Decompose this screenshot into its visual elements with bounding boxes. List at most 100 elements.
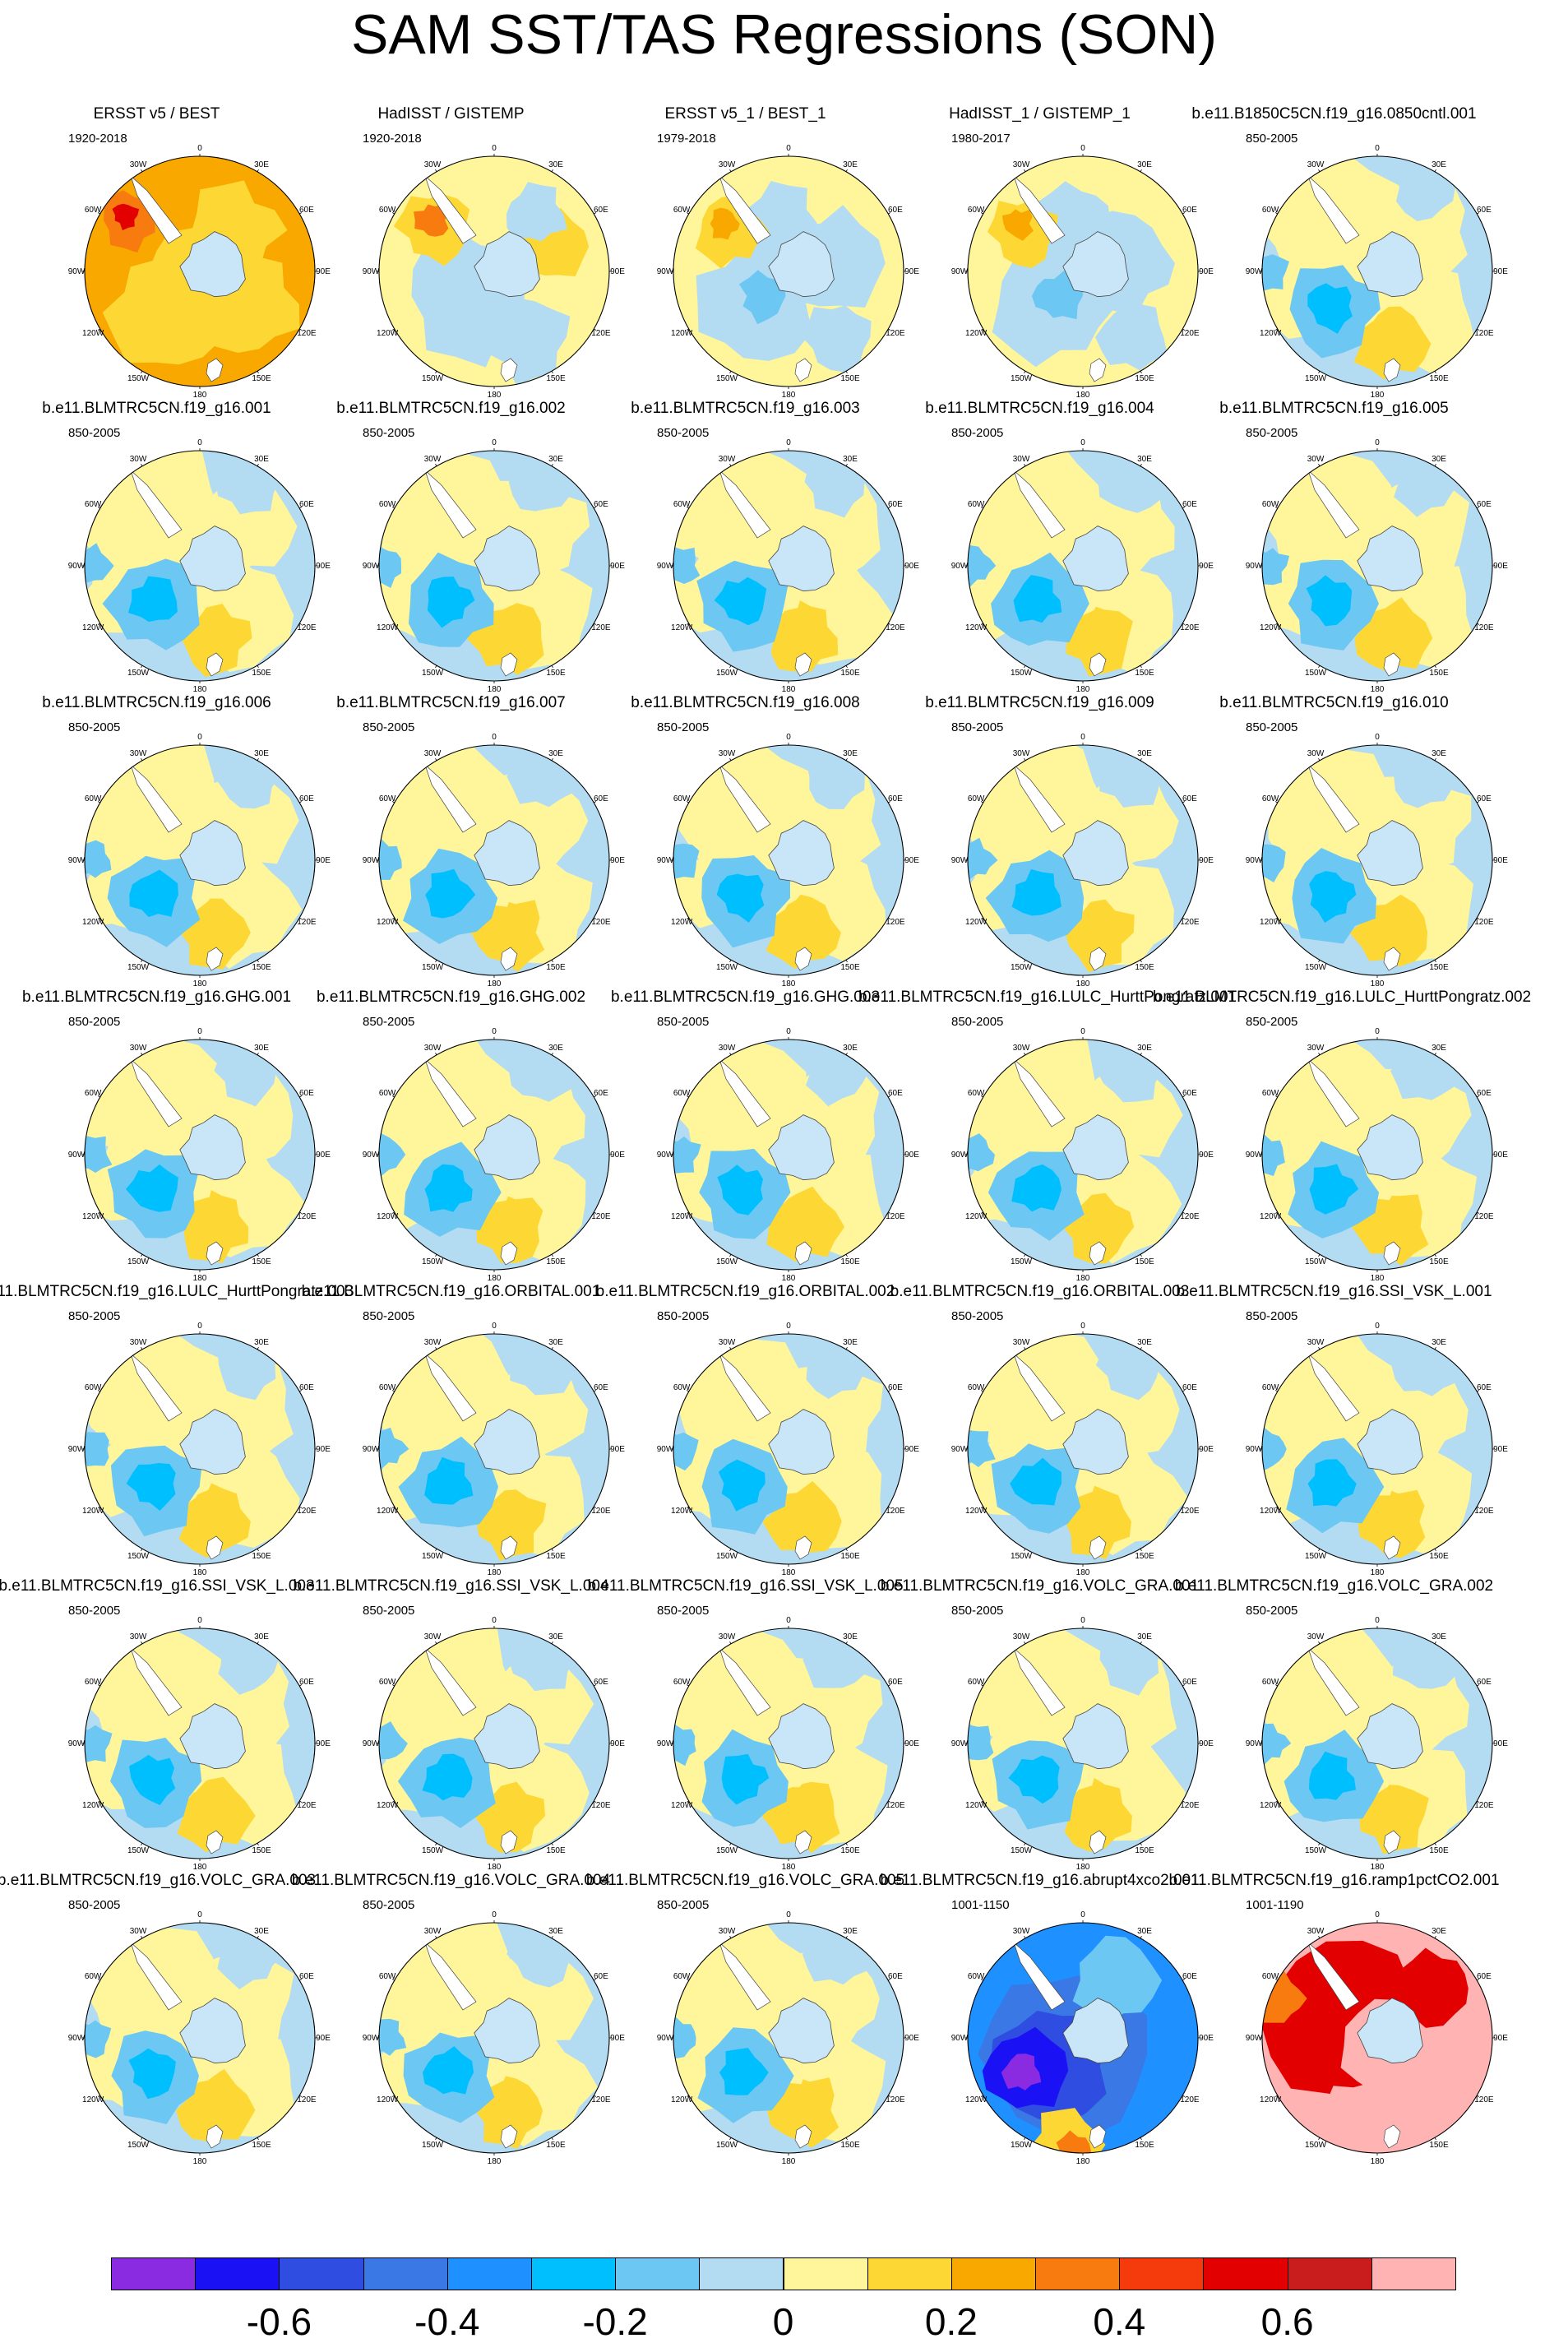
lon-label: 30E (843, 1927, 858, 1936)
panel-title: b.e11.BLMTRC5CN.f19_g16.abrupt4xco2.001 (880, 1872, 1200, 1889)
south-america-outline (130, 469, 183, 539)
lon-label: 120E (886, 623, 905, 632)
lon-label: 120E (297, 329, 317, 338)
lon-label: 180 (1371, 1274, 1385, 1283)
lon-label: 30W (424, 749, 442, 758)
lon-tick (1274, 328, 1278, 331)
lon-label: 180 (1076, 391, 1090, 400)
lon-label: 0 (1080, 1616, 1085, 1625)
new-zealand-outline (206, 1830, 224, 1854)
lon-tick (97, 1211, 100, 1214)
new-zealand-outline (794, 947, 812, 971)
lon-tick (391, 623, 395, 625)
lon-label: 0 (197, 1322, 202, 1331)
lon-tick (729, 1254, 732, 1257)
lon-tick (1477, 212, 1480, 215)
lon-label: 120E (591, 1801, 611, 1810)
lon-tick (980, 507, 983, 509)
lon-label: 150W (1305, 963, 1327, 972)
lon-label: 0 (197, 1027, 202, 1036)
map-panel: b.e11.BLMTRC5CN.f19_g16.VOLC_GRA.005 850-… (586, 1767, 919, 2166)
lon-label: 90E (1493, 1739, 1508, 1748)
lon-label: 60E (594, 500, 608, 509)
lon-tick (1477, 1506, 1480, 1508)
lon-tick (1434, 1641, 1436, 1644)
south-america-outline (424, 1058, 477, 1128)
colorbar-cell (279, 2257, 364, 2290)
lon-label: 0 (492, 438, 497, 447)
antarctica-outline (474, 1114, 540, 1181)
lon-label: 150E (840, 1846, 860, 1855)
lon-tick (551, 1843, 553, 1846)
map-panel: b.e11.BLMTRC5CN.f19_g16.007 850-2005 0 30E 6… (294, 589, 625, 989)
lon-label: 30W (719, 749, 736, 758)
lon-label: 60E (594, 794, 608, 803)
contour-region (710, 207, 740, 240)
contour-region (129, 869, 178, 918)
map-panel: b.e11.BLMTRC5CN.f19_g16.SSI_VSK_L.003 850… (0, 1472, 331, 1872)
lon-label: 90W (68, 1445, 86, 1454)
contour-region (1064, 899, 1135, 973)
lon-label: 30W (1013, 160, 1030, 169)
lon-label: 120W (965, 1507, 988, 1516)
lon-label: 60W (968, 206, 985, 215)
panel-period: 850-2005 (1246, 426, 1298, 440)
lon-label: 90E (1493, 267, 1508, 276)
lon-label: 60E (299, 794, 314, 803)
lon-label: 90W (363, 267, 380, 276)
lon-label: 90E (1493, 1151, 1508, 1160)
lon-label: 90W (657, 267, 674, 276)
panel-title: b.e11.BLMTRC5CN.f19_g16.ORBITAL.001 (301, 1283, 601, 1300)
lon-label: 150E (252, 1257, 271, 1266)
south-america-outline (1013, 1646, 1066, 1716)
lon-label: 0 (1080, 1322, 1085, 1331)
field-layer (85, 745, 315, 975)
lon-tick (257, 1549, 259, 1552)
lon-label: 60W (1262, 206, 1279, 215)
lon-label: 90W (1246, 856, 1263, 865)
lon-label: 30E (548, 160, 563, 169)
colorbar-cell (446, 2257, 532, 2290)
lon-tick (435, 1346, 437, 1350)
lon-tick (888, 212, 891, 215)
lon-tick (299, 623, 303, 625)
lon-label: 30W (1307, 1338, 1325, 1347)
field-layer (673, 1923, 904, 2153)
lon-tick (299, 1390, 303, 1392)
lon-label: 150W (127, 1552, 150, 1561)
lon-label: 90W (951, 2034, 969, 2043)
lon-label: 30W (130, 1044, 147, 1053)
lon-tick (551, 960, 553, 963)
antarctica-outline (1062, 231, 1129, 298)
panel-title: b.e11.BLMTRC5CN.f19_g16.ORBITAL.002 (595, 1283, 895, 1300)
new-zealand-outline (1383, 652, 1401, 677)
lon-tick (980, 801, 983, 803)
lon-tick (141, 371, 143, 374)
lon-label: 150W (1305, 1552, 1327, 1561)
lon-tick (257, 169, 259, 172)
lon-tick (594, 801, 597, 803)
south-america-outline (424, 1646, 477, 1716)
antarctica-outline (179, 231, 246, 298)
lon-label: 120W (1260, 1507, 1282, 1516)
contour-region (673, 1431, 699, 1471)
lon-label: 90W (657, 1445, 674, 1454)
lon-label: 180 (782, 1568, 796, 1577)
lon-tick (845, 169, 848, 172)
lon-tick (299, 2095, 303, 2097)
lon-label: 90E (610, 856, 625, 865)
lon-label: 60W (85, 794, 102, 803)
panel-period: 850-2005 (68, 1898, 121, 1912)
south-america-outline (1307, 1058, 1360, 1128)
contour-region (1064, 1774, 1132, 1852)
lon-label: 30W (130, 749, 147, 758)
contour-region (483, 298, 571, 386)
lon-label: 180 (193, 1863, 207, 1872)
lon-tick (888, 801, 891, 803)
lon-label: 120W (377, 1212, 399, 1221)
lon-label: 120E (1474, 1507, 1494, 1516)
lon-tick (551, 1346, 553, 1350)
lon-tick (97, 2095, 100, 2097)
lon-tick (435, 463, 437, 466)
lon-label: 150W (422, 374, 444, 383)
